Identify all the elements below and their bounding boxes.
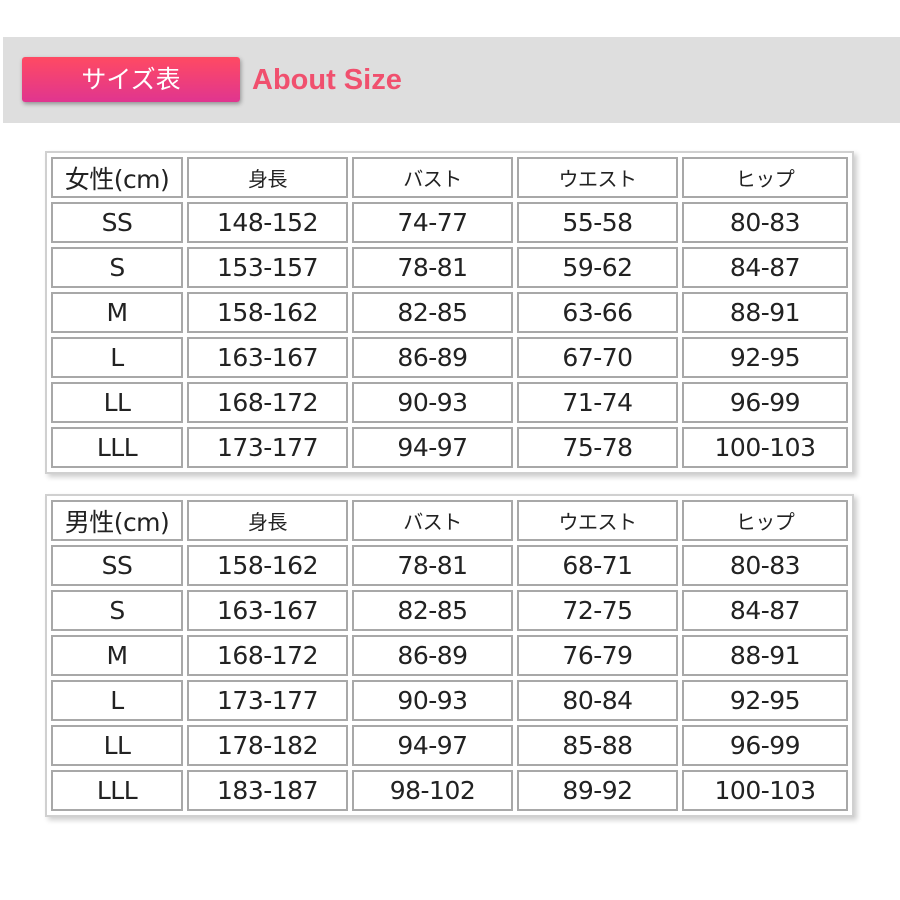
measurement-cell: 71-74 [517, 382, 678, 423]
measurement-cell: 173-177 [187, 427, 348, 468]
size-label: M [51, 292, 183, 333]
men-size-table: 男性(cm) 身長 バスト ウエスト ヒップ SS 158-162 78-81 68-71 80-… [45, 494, 854, 817]
measurement-cell: 100-103 [682, 427, 848, 468]
table-row: L 163-167 86-89 67-70 92-95 [51, 337, 848, 378]
size-label: SS [51, 545, 183, 586]
measurement-cell: 68-71 [517, 545, 678, 586]
table-row: LL 168-172 90-93 71-74 96-99 [51, 382, 848, 423]
measurement-cell: 82-85 [352, 590, 513, 631]
measurement-cell: 59-62 [517, 247, 678, 288]
table-header-row: 男性(cm) 身長 バスト ウエスト ヒップ [51, 500, 848, 541]
measurement-cell: 163-167 [187, 590, 348, 631]
measurement-cell: 88-91 [682, 635, 848, 676]
column-header: ヒップ [682, 157, 848, 198]
size-label: L [51, 337, 183, 378]
size-label: M [51, 635, 183, 676]
measurement-cell: 72-75 [517, 590, 678, 631]
measurement-cell: 168-172 [187, 635, 348, 676]
measurement-cell: 78-81 [352, 247, 513, 288]
measurement-cell: 88-91 [682, 292, 848, 333]
table-row: LL 178-182 94-97 85-88 96-99 [51, 725, 848, 766]
table-row: M 168-172 86-89 76-79 88-91 [51, 635, 848, 676]
column-header: ウエスト [517, 157, 678, 198]
size-label: S [51, 247, 183, 288]
page-title: About Size [252, 64, 402, 96]
table-row: S 153-157 78-81 59-62 84-87 [51, 247, 848, 288]
measurement-cell: 94-97 [352, 725, 513, 766]
measurement-cell: 178-182 [187, 725, 348, 766]
table-row: M 158-162 82-85 63-66 88-91 [51, 292, 848, 333]
measurement-cell: 67-70 [517, 337, 678, 378]
measurement-cell: 80-83 [682, 202, 848, 243]
measurement-cell: 89-92 [517, 770, 678, 811]
table-row: SS 158-162 78-81 68-71 80-83 [51, 545, 848, 586]
measurement-cell: 80-83 [682, 545, 848, 586]
measurement-cell: 96-99 [682, 725, 848, 766]
measurement-cell: 163-167 [187, 337, 348, 378]
measurement-cell: 55-58 [517, 202, 678, 243]
column-header: バスト [352, 157, 513, 198]
measurement-cell: 92-95 [682, 680, 848, 721]
measurement-cell: 94-97 [352, 427, 513, 468]
column-header: 身長 [187, 500, 348, 541]
column-header: 女性(cm) [51, 157, 183, 198]
measurement-cell: 84-87 [682, 247, 848, 288]
measurement-cell: 82-85 [352, 292, 513, 333]
measurement-cell: 168-172 [187, 382, 348, 423]
measurement-cell: 96-99 [682, 382, 848, 423]
measurement-cell: 75-78 [517, 427, 678, 468]
measurement-cell: 86-89 [352, 635, 513, 676]
measurement-cell: 85-88 [517, 725, 678, 766]
table-row: SS 148-152 74-77 55-58 80-83 [51, 202, 848, 243]
measurement-cell: 84-87 [682, 590, 848, 631]
column-header: ウエスト [517, 500, 678, 541]
measurement-cell: 98-102 [352, 770, 513, 811]
size-label: LLL [51, 770, 183, 811]
size-label: SS [51, 202, 183, 243]
size-label: L [51, 680, 183, 721]
column-header: バスト [352, 500, 513, 541]
size-label: LL [51, 725, 183, 766]
measurement-cell: 74-77 [352, 202, 513, 243]
measurement-cell: 63-66 [517, 292, 678, 333]
measurement-cell: 183-187 [187, 770, 348, 811]
size-label: LL [51, 382, 183, 423]
measurement-cell: 76-79 [517, 635, 678, 676]
size-label: S [51, 590, 183, 631]
measurement-cell: 100-103 [682, 770, 848, 811]
measurement-cell: 86-89 [352, 337, 513, 378]
size-chart-tag: サイズ表 [22, 57, 240, 102]
measurement-cell: 92-95 [682, 337, 848, 378]
measurement-cell: 158-162 [187, 545, 348, 586]
measurement-cell: 153-157 [187, 247, 348, 288]
measurement-cell: 90-93 [352, 680, 513, 721]
column-header: 身長 [187, 157, 348, 198]
measurement-cell: 148-152 [187, 202, 348, 243]
table-row: L 173-177 90-93 80-84 92-95 [51, 680, 848, 721]
table-row: LLL 173-177 94-97 75-78 100-103 [51, 427, 848, 468]
women-size-table: 女性(cm) 身長 バスト ウエスト ヒップ SS 148-152 74-77 55-58 80-… [45, 151, 854, 474]
measurement-cell: 158-162 [187, 292, 348, 333]
table-row: S 163-167 82-85 72-75 84-87 [51, 590, 848, 631]
measurement-cell: 90-93 [352, 382, 513, 423]
measurement-cell: 78-81 [352, 545, 513, 586]
column-header: 男性(cm) [51, 500, 183, 541]
column-header: ヒップ [682, 500, 848, 541]
table-row: LLL 183-187 98-102 89-92 100-103 [51, 770, 848, 811]
measurement-cell: 173-177 [187, 680, 348, 721]
table-header-row: 女性(cm) 身長 バスト ウエスト ヒップ [51, 157, 848, 198]
measurement-cell: 80-84 [517, 680, 678, 721]
size-label: LLL [51, 427, 183, 468]
